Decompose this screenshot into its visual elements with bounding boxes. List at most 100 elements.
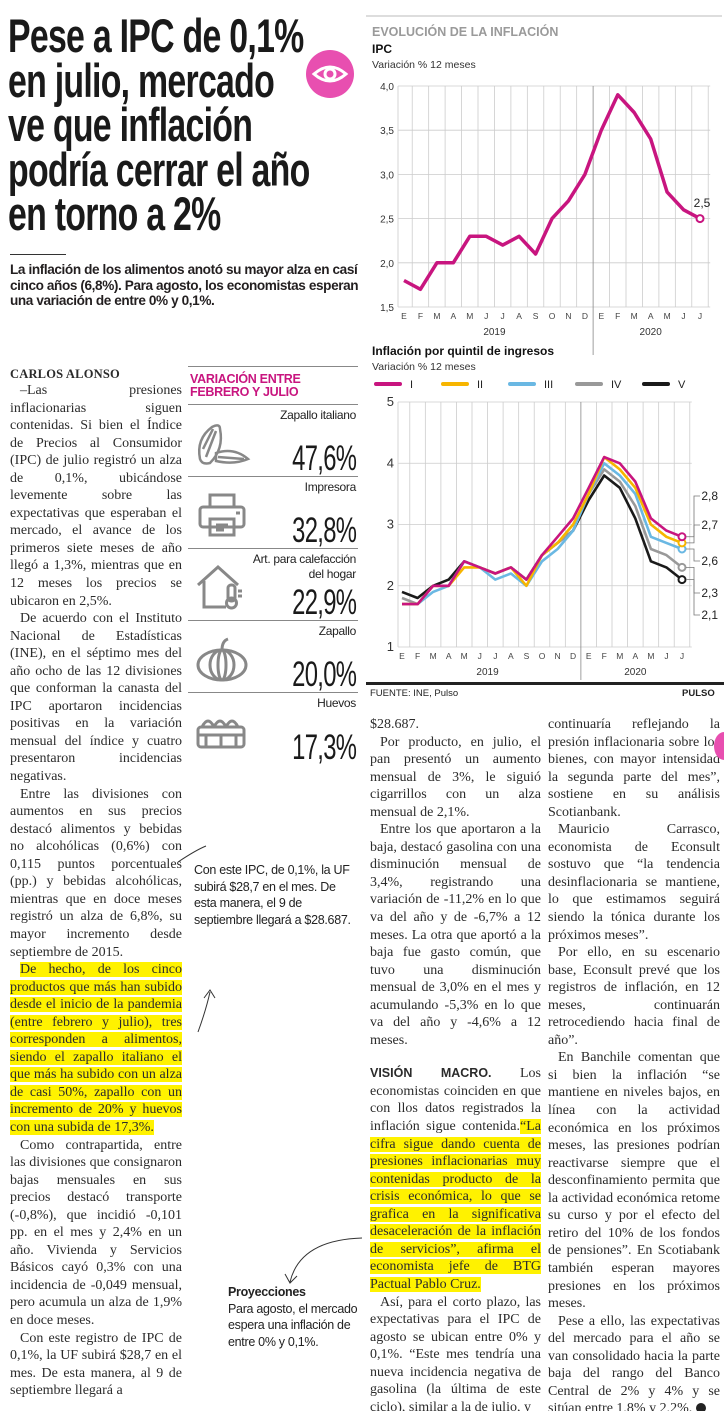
legend-label: V	[678, 379, 686, 391]
eye-icon	[306, 50, 354, 98]
end-marker	[695, 214, 705, 224]
highlight: “La cifra sigue dando cuenta de presione…	[370, 1119, 541, 1292]
x-tick-label: M	[664, 311, 671, 321]
y-tick-label: 4	[387, 455, 394, 470]
end-marker	[677, 562, 687, 572]
article-column-1: CARLOS ALONSO –Las presiones inflacionar…	[10, 366, 182, 1411]
x-tick-label: J	[680, 651, 684, 661]
source-note: FUENTE: INE, Pulso	[370, 688, 459, 699]
x-tick-label: J	[478, 651, 482, 661]
legend-label: I	[410, 379, 413, 391]
list-item: Zapallo italiano 47,6%	[188, 405, 358, 477]
list-item: Zapallo 20,0%	[188, 621, 358, 693]
x-tick-label: M	[647, 651, 654, 661]
year-label: 2019	[483, 327, 506, 338]
x-tick-label: F	[418, 311, 423, 321]
x-tick-label: A	[516, 311, 522, 321]
list-item: Impresora 32,8%	[188, 477, 358, 549]
paragraph: –Las presiones inflacionarias siguen con…	[10, 383, 182, 609]
article-column-3: continuaría reflejando la presión inflac…	[548, 716, 720, 1411]
paragraph: Con este registro de IPC de 0,1%, la UF …	[10, 1330, 182, 1399]
callout-uf: Con este IPC, de 0,1%, la UF subirá $28,…	[194, 863, 351, 927]
item-value: 20,0%	[291, 655, 357, 694]
end-marker	[677, 532, 687, 542]
chart-subtitle: Variación % 12 meses	[372, 361, 476, 373]
item-label: Zapallo	[318, 624, 357, 638]
leader-line	[686, 495, 700, 538]
x-tick-label: J	[681, 311, 685, 321]
brand-label: PULSO	[682, 688, 715, 699]
chart-subtitle: Variación % 12 meses	[372, 59, 476, 71]
x-tick-label: F	[415, 651, 420, 661]
leader-line	[686, 524, 700, 544]
arrow-icon	[197, 989, 216, 1033]
leader-line	[686, 579, 700, 616]
byline: CARLOS ALONSO	[10, 367, 120, 381]
x-tick-label: M	[466, 311, 473, 321]
x-tick-label: F	[602, 651, 607, 661]
y-tick-label: 3	[387, 517, 394, 532]
end-value-label: 2,1	[701, 608, 718, 622]
inflation-charts: EVOLUCIÓN DE LA INFLACIÓN IPC Variación …	[366, 15, 722, 680]
year-label: 2020	[624, 667, 647, 678]
x-tick-label: O	[539, 651, 546, 661]
item-label: Huevos	[317, 696, 356, 710]
quintile-chart: Inflación por quintil de ingresos Variac…	[372, 344, 718, 680]
callout-proyecciones: Proyecciones Para agosto, el mercado esp…	[228, 1284, 364, 1350]
leader-line	[686, 566, 700, 594]
divider	[366, 682, 724, 685]
headline-line: Pese a IPC de 0,1%	[8, 9, 304, 62]
x-tick-label: D	[570, 651, 576, 661]
x-tick-label: M	[430, 651, 437, 661]
item-value: 47,6%	[291, 439, 357, 478]
x-tick-label: S	[524, 651, 530, 661]
y-tick-label: 2,5	[380, 215, 394, 226]
list-item: Art. para calefacción del hogar 22,9%	[188, 549, 358, 621]
x-tick-label: J	[484, 311, 488, 321]
paragraph: $28.687.	[370, 717, 419, 732]
series-line-ipc	[403, 93, 701, 292]
end-value-label: 2,5	[694, 196, 711, 210]
paragraph: En Banchile comentan que si bien la infl…	[548, 1050, 720, 1312]
x-tick-label: N	[565, 311, 571, 321]
paragraph: VISIÓN MACRO. Los economistas coinciden …	[370, 1065, 541, 1293]
x-tick-label: J	[501, 311, 505, 321]
x-tick-label: J	[664, 651, 668, 661]
item-value: 32,8%	[291, 511, 357, 550]
legend-label: IV	[611, 379, 622, 391]
item-label: Impresora	[304, 480, 357, 494]
paragraph: Entre los que aportaron a la baja, desta…	[370, 822, 541, 1048]
y-tick-label: 4,0	[380, 82, 394, 93]
headline-line: ve que inflación	[8, 98, 253, 151]
house-thermometer-icon	[196, 564, 242, 610]
x-tick-label: J	[493, 651, 497, 661]
end-mark-icon	[695, 1403, 706, 1411]
y-tick-label: 3,0	[380, 170, 394, 181]
x-tick-label: A	[648, 311, 654, 321]
x-tick-label: F	[615, 311, 620, 321]
paragraph: Entre las divisiones con aumentos en sus…	[10, 786, 182, 960]
ipc-chart: IPC Variación % 12 meses 1,5 2,0 2,5 3,0 3,5…	[372, 42, 711, 355]
list-item: Huevos 17,3%	[188, 693, 358, 765]
x-tick-label: J	[698, 311, 702, 321]
y-tick-label: 1,5	[380, 303, 394, 314]
box-title: VARIACIÓN ENTRE FEBRERO Y JULIO	[188, 367, 358, 405]
price-variation-box: VARIACIÓN ENTRE FEBRERO Y JULIO Zapallo …	[188, 366, 358, 765]
section-lead: VISIÓN MACRO.	[370, 1066, 492, 1081]
subheadline: La inflación de los alimentos anotó su m…	[10, 262, 359, 308]
y-tick-label: 1	[387, 639, 394, 654]
callout-text: Para agosto, el mercado espera una infla…	[228, 1301, 358, 1349]
connector-line	[177, 845, 207, 863]
headline-line: podría cerrar el año	[8, 142, 310, 196]
leader-line	[686, 548, 700, 562]
y-tick-label: 2	[387, 578, 394, 593]
x-tick-label: A	[446, 651, 452, 661]
divider	[10, 254, 66, 255]
headline-line: en torno a 2%	[8, 187, 221, 240]
legend-label: II	[477, 379, 483, 391]
end-value-label: 2,6	[701, 554, 718, 568]
x-tick-label: A	[450, 311, 456, 321]
zucchini-icon	[198, 424, 251, 465]
paragraph: De acuerdo con el Instituto Nacional de …	[10, 611, 182, 785]
chart-title: IPC	[372, 42, 392, 56]
